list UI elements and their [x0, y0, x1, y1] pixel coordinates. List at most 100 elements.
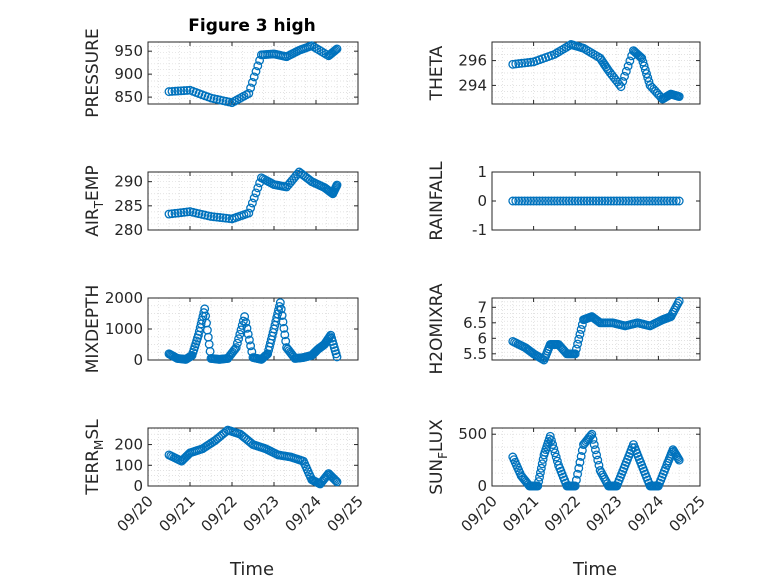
y-tick-label: 100	[114, 456, 143, 474]
subplot-pressure: 850 900 950 PRESSURE	[83, 28, 359, 118]
y-axis-label: PRESSURE	[83, 28, 103, 117]
y-tick-label: 850	[114, 88, 143, 106]
y-tick-label: 6.5	[463, 314, 487, 332]
data-point	[536, 463, 546, 473]
data-point	[636, 52, 646, 62]
y-axis-label: MIXDEPTH	[83, 285, 103, 374]
x-tick-label: 09/23	[240, 492, 283, 535]
data-point	[243, 329, 253, 339]
data-point	[205, 346, 215, 356]
data-point	[587, 429, 597, 439]
data-point	[230, 344, 240, 354]
ylabel-part: SUN	[427, 459, 447, 495]
data-point	[330, 475, 340, 484]
data-point	[575, 457, 585, 467]
ylabel-part: EMP	[83, 165, 103, 201]
y-axis-label: THETA	[427, 45, 447, 101]
data-point	[653, 196, 663, 206]
figure-title: Figure 3 high	[188, 16, 316, 36]
data-point	[251, 188, 261, 198]
y-axis-label: AIRTEMP	[83, 165, 106, 236]
data-point	[244, 208, 254, 218]
subplot-air-temp: 280 285 290 AIRTEMP	[83, 165, 359, 239]
y-tick-label: 1000	[105, 320, 143, 338]
data-point	[261, 350, 271, 360]
data-point	[253, 183, 263, 193]
data-point	[246, 203, 256, 213]
data-point	[639, 196, 648, 206]
y-tick-label: 296	[458, 52, 487, 70]
data-point	[638, 57, 648, 67]
data-point	[167, 86, 177, 96]
x-axis-label-left: Time	[229, 559, 274, 580]
y-tick-label: 0	[477, 192, 487, 210]
data-point	[179, 207, 189, 217]
data-point	[591, 196, 601, 206]
data-point	[573, 339, 583, 349]
ylabel-subscript: T	[92, 200, 106, 209]
data-point	[549, 444, 559, 454]
axes-box	[147, 427, 359, 487]
data-point	[170, 86, 180, 96]
data-point	[633, 196, 643, 206]
y-tick-label: 290	[114, 173, 143, 191]
data-point	[182, 85, 192, 95]
data-point	[276, 304, 286, 314]
axes-box	[147, 171, 359, 231]
data-point	[529, 196, 539, 206]
data-point	[620, 71, 629, 81]
x-tick-label: 09/21	[156, 492, 199, 535]
data-point	[520, 196, 530, 206]
data-point	[624, 196, 634, 206]
data-point	[279, 323, 289, 333]
data-point	[235, 329, 245, 339]
data-point	[597, 196, 607, 206]
data-point	[571, 475, 581, 485]
data-point	[618, 77, 628, 86]
data-point	[574, 463, 584, 473]
data-point	[247, 77, 257, 87]
data-point	[241, 317, 251, 327]
data-point	[640, 65, 650, 75]
data-point	[212, 212, 222, 222]
data-point	[555, 196, 565, 206]
data-point	[332, 180, 342, 190]
data-point	[332, 44, 342, 54]
data-point	[615, 196, 625, 206]
data-point	[246, 83, 256, 93]
x-tick-label: 09/24	[624, 492, 667, 535]
x-tick-label: 09/21	[499, 492, 542, 535]
data-point	[576, 451, 586, 461]
data-point	[576, 324, 586, 334]
data-point	[570, 349, 580, 359]
data-point	[242, 323, 252, 333]
data-point	[546, 196, 556, 206]
y-tick-label: 285	[114, 197, 143, 215]
data-point	[592, 450, 602, 460]
data-point	[526, 57, 536, 67]
data-point	[534, 477, 544, 487]
x-tick-label: 09/22	[541, 492, 584, 535]
data-point	[520, 58, 530, 68]
data-point	[570, 481, 580, 491]
x-tick-label: 09/23	[582, 492, 625, 535]
data-point	[621, 66, 631, 76]
data-point	[535, 472, 544, 482]
data-point	[182, 207, 192, 217]
data-point	[331, 45, 341, 55]
data-point	[523, 58, 533, 67]
data-point	[249, 72, 259, 82]
ylabel-part: SL	[83, 419, 103, 440]
data-point	[176, 86, 186, 96]
data-point	[247, 198, 257, 208]
data-point	[576, 196, 586, 206]
y-axis-label: H2OMIXRA	[427, 283, 447, 374]
ylabel-subscript: M	[92, 440, 106, 450]
data-point	[523, 196, 533, 206]
data-point	[535, 468, 545, 478]
data-point	[535, 196, 544, 206]
data-point	[623, 61, 633, 71]
